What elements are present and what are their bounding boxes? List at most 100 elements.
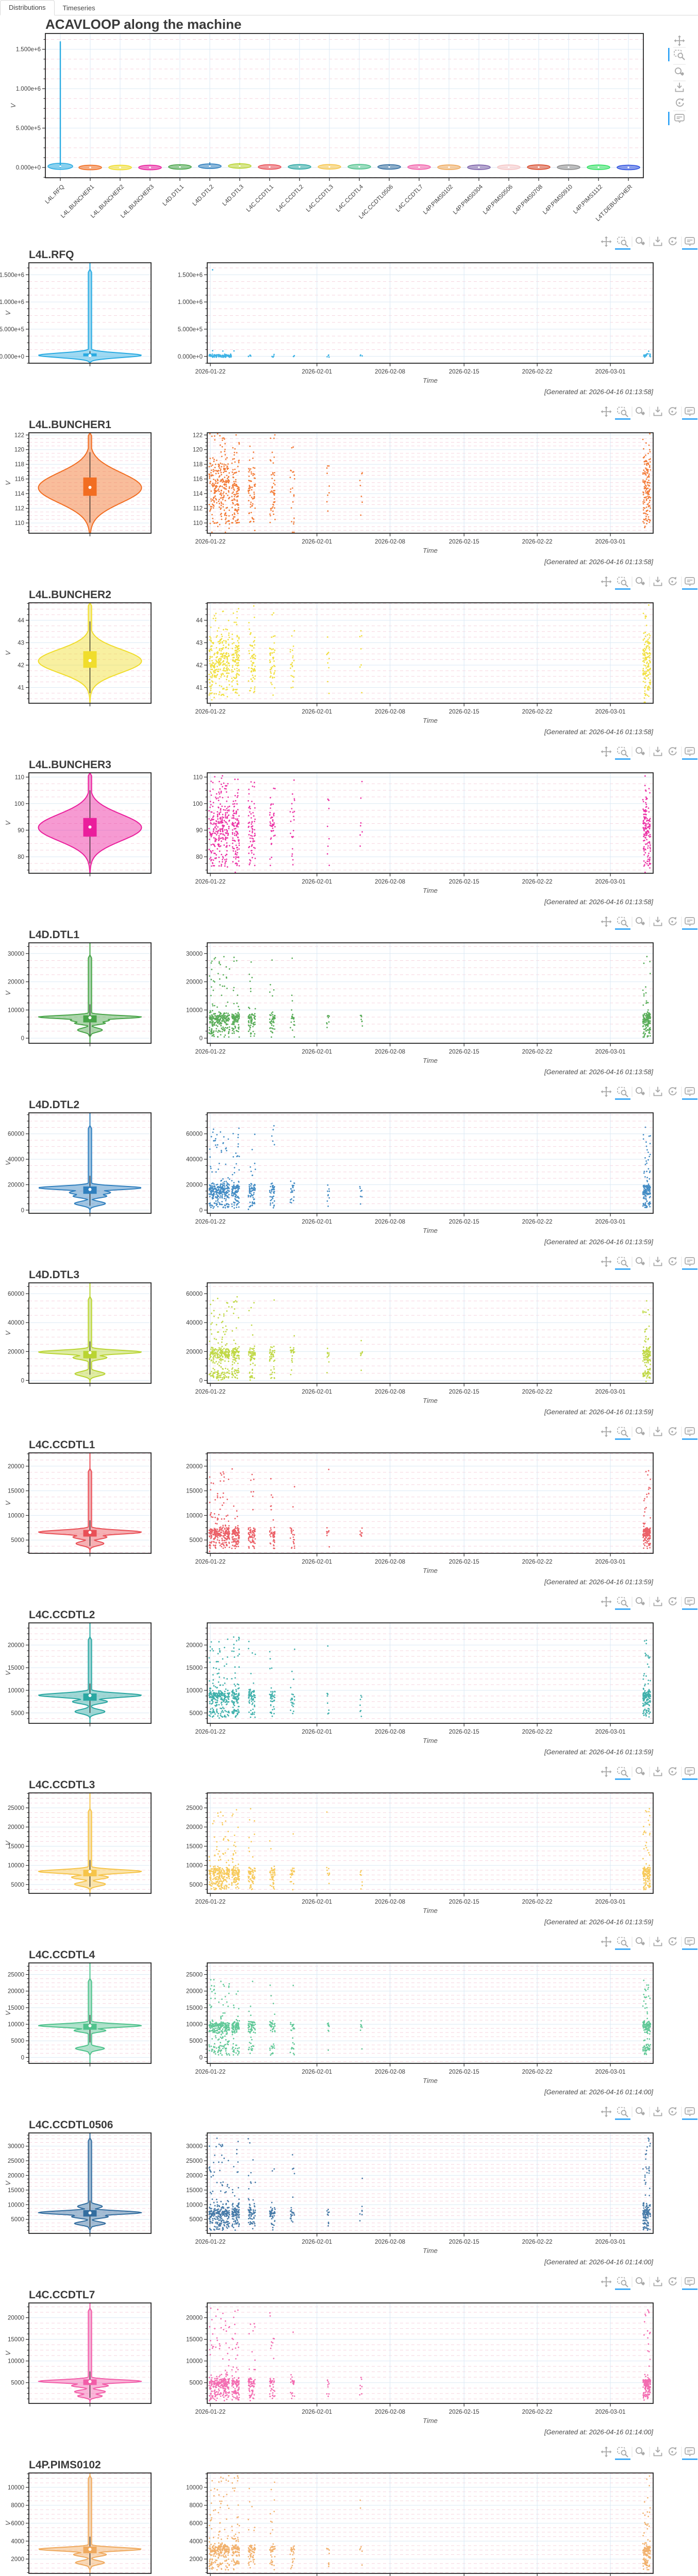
hover-icon[interactable] [685,1597,695,1606]
box-zoom-icon[interactable] [617,747,628,757]
box-zoom-icon[interactable] [674,49,685,60]
hover-icon[interactable] [685,2277,695,2286]
save-icon[interactable] [653,406,662,416]
save-icon[interactable] [653,917,662,926]
hover-icon[interactable] [685,2447,695,2456]
pan-icon[interactable] [601,236,612,247]
hover-icon[interactable] [685,917,695,926]
wheel-zoom-icon[interactable] [675,67,684,76]
reset-icon[interactable] [668,747,677,756]
reset-icon[interactable] [675,98,684,107]
hover-icon[interactable] [685,1257,695,1266]
save-icon[interactable] [653,577,662,586]
wheel-zoom-icon[interactable] [636,1087,645,1095]
pan-icon[interactable] [601,746,612,757]
wheel-zoom-icon[interactable] [636,2107,645,2115]
wheel-zoom-icon[interactable] [636,917,645,925]
reset-icon[interactable] [668,1937,677,1946]
save-icon[interactable] [653,236,662,246]
hover-icon[interactable] [674,114,685,123]
wheel-zoom-icon[interactable] [636,1767,645,1775]
wheel-zoom-icon[interactable] [636,407,645,415]
wheel-zoom-icon[interactable] [636,2277,645,2285]
box-zoom-icon[interactable] [617,1767,628,1777]
box-zoom-icon[interactable] [617,917,628,927]
pan-icon[interactable] [601,406,612,417]
save-icon[interactable] [653,1427,662,1436]
save-icon[interactable] [653,1087,662,1096]
save-icon[interactable] [653,1257,662,1266]
reset-icon[interactable] [668,917,677,926]
hover-icon[interactable] [685,237,695,246]
pan-icon[interactable] [601,1766,612,1777]
hover-icon[interactable] [685,2107,695,2116]
pan-icon[interactable] [601,916,612,927]
hover-icon[interactable] [685,1087,695,1096]
timeseries-plot[interactable] [207,1113,653,1213]
hover-icon[interactable] [685,407,695,416]
box-zoom-icon[interactable] [617,1597,628,1607]
save-icon[interactable] [653,747,662,756]
box-zoom-icon[interactable] [617,1257,628,1267]
timeseries-plot[interactable] [207,1283,653,1383]
reset-icon[interactable] [668,1597,677,1606]
wheel-zoom-icon[interactable] [636,2447,645,2455]
pan-icon[interactable] [601,1596,612,1607]
box-zoom-icon[interactable] [617,577,628,587]
reset-icon[interactable] [668,2447,677,2456]
wheel-zoom-icon[interactable] [636,237,645,245]
pan-icon[interactable] [601,576,612,587]
hover-icon[interactable] [685,1767,695,1776]
timeseries-plot[interactable] [207,943,653,1043]
tab-timeseries[interactable]: Timeseries [55,1,104,15]
pan-icon[interactable] [601,1256,612,1267]
overview-chart[interactable]: ACAVLOOP along the machine 0.000e+0 5.000e… [0,15,698,234]
hover-icon[interactable] [685,577,695,586]
save-icon[interactable] [675,82,684,92]
pan-icon[interactable] [601,2106,612,2117]
box-zoom-icon[interactable] [617,236,628,247]
timeseries-plot[interactable] [207,263,653,363]
reset-icon[interactable] [668,406,677,416]
timeseries-plot[interactable] [207,2133,653,2233]
timeseries-plot[interactable] [207,2303,653,2403]
pan-icon[interactable] [601,2276,612,2287]
wheel-zoom-icon[interactable] [636,577,645,585]
save-icon[interactable] [653,1937,662,1946]
pan-icon[interactable] [601,2446,612,2458]
reset-icon[interactable] [668,1087,677,1096]
reset-icon[interactable] [668,577,677,586]
wheel-zoom-icon[interactable] [636,1937,645,1945]
box-zoom-icon[interactable] [617,2447,628,2458]
timeseries-plot[interactable] [207,603,653,703]
save-icon[interactable] [653,2277,662,2286]
pan-icon[interactable] [674,35,685,46]
wheel-zoom-icon[interactable] [636,1257,645,1265]
save-icon[interactable] [653,1767,662,1776]
wheel-zoom-icon[interactable] [636,747,645,755]
wheel-zoom-icon[interactable] [636,1597,645,1605]
save-icon[interactable] [653,1597,662,1606]
box-zoom-icon[interactable] [617,2107,628,2117]
reset-icon[interactable] [668,2107,677,2116]
box-zoom-icon[interactable] [617,1087,628,1097]
reset-icon[interactable] [668,236,677,246]
hover-icon[interactable] [685,1937,695,1946]
reset-icon[interactable] [668,1257,677,1266]
reset-icon[interactable] [668,2277,677,2286]
box-zoom-icon[interactable] [617,406,628,417]
pan-icon[interactable] [601,1426,612,1437]
reset-icon[interactable] [668,1767,677,1776]
pan-icon[interactable] [601,1086,612,1097]
hover-icon[interactable] [685,1427,695,1436]
hover-icon[interactable] [685,747,695,756]
reset-icon[interactable] [668,1427,677,1436]
timeseries-plot[interactable] [207,1963,653,2063]
box-zoom-icon[interactable] [617,1937,628,1947]
box-zoom-icon[interactable] [617,1427,628,1437]
save-icon[interactable] [653,2447,662,2456]
wheel-zoom-icon[interactable] [636,1427,645,1435]
timeseries-plot[interactable] [207,1793,653,1893]
tab-distributions[interactable]: Distributions [0,0,55,15]
save-icon[interactable] [653,2107,662,2116]
